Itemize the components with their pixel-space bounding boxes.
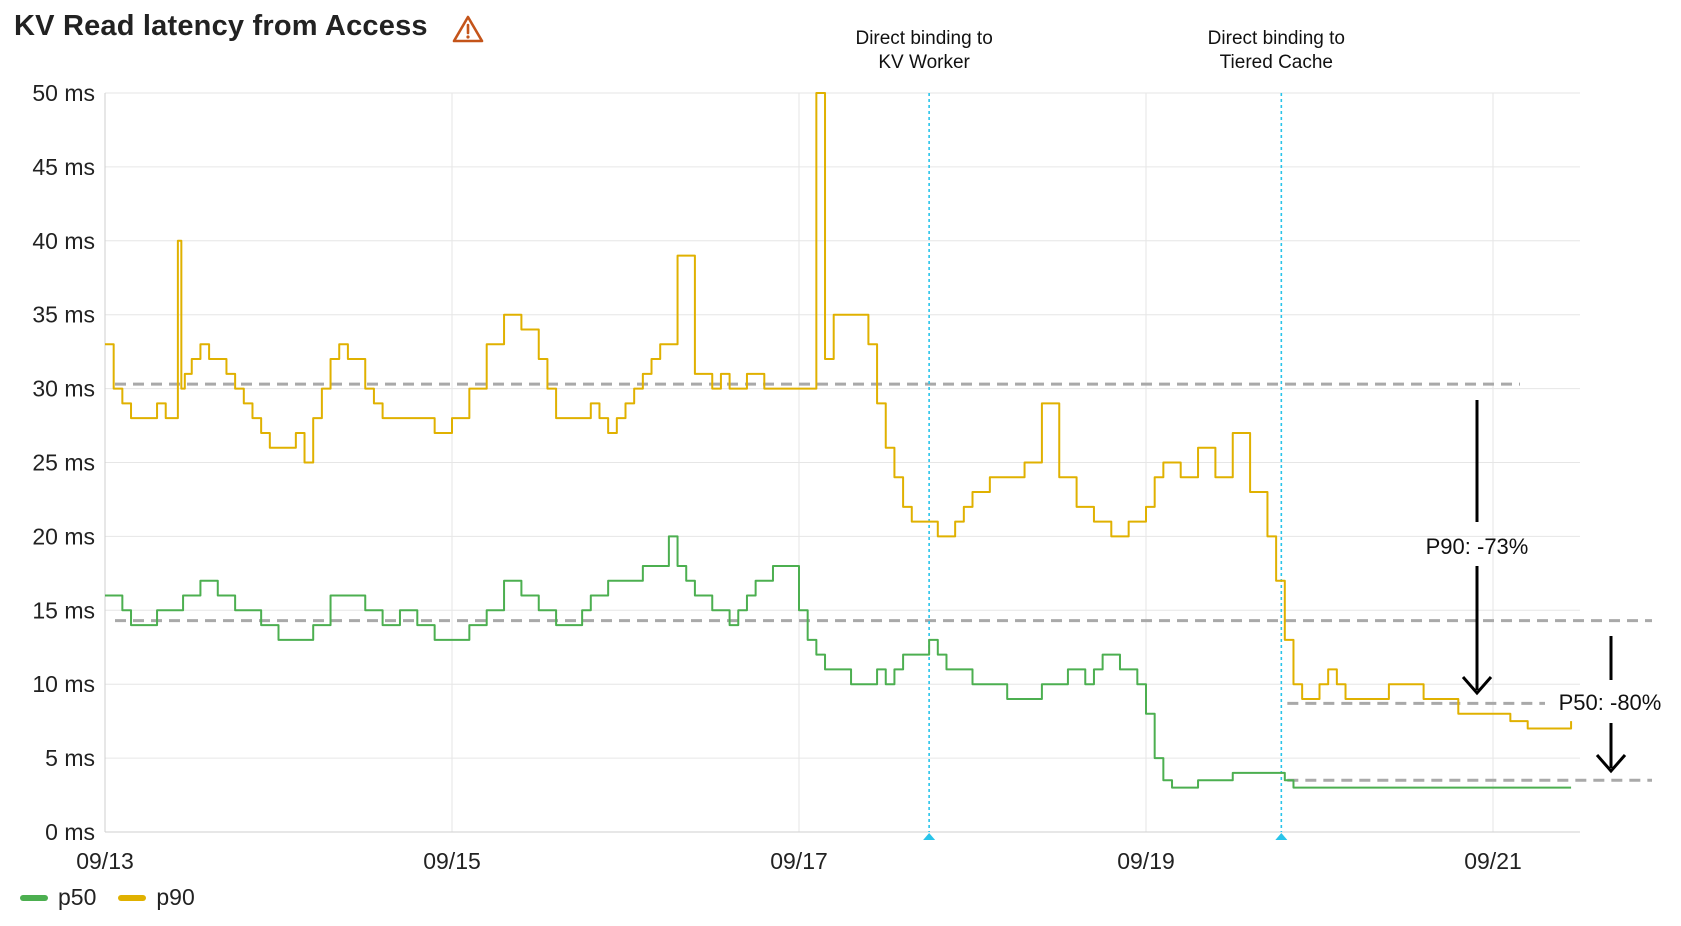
event-label-line2: Tiered Cache xyxy=(1220,52,1333,73)
x-tick-label: 09/15 xyxy=(423,848,481,874)
axis-ticks: 0 ms 5 ms 10 ms 15 ms 20 ms 25 ms 30 ms 35 ms 40… xyxy=(32,80,1521,874)
series-line-p90 xyxy=(105,92,1573,730)
reference-lines xyxy=(115,382,1652,782)
warning-triangle-icon[interactable] xyxy=(452,14,484,44)
event-label-line2: KV Worker xyxy=(878,52,970,73)
p50-drop-label: P50: -80% xyxy=(1559,690,1662,715)
legend-swatch-p90 xyxy=(118,894,147,901)
event-label-line1: Direct binding to xyxy=(855,28,992,49)
chart-title: KV Read latency from Access xyxy=(14,10,428,42)
event-markers: Direct binding to KV Worker Direct binding… xyxy=(855,28,1345,840)
series-line-p50 xyxy=(105,535,1572,789)
x-tick-label: 09/13 xyxy=(76,848,134,874)
y-tick-label: 40 ms xyxy=(32,228,95,254)
event-marker-icon xyxy=(923,833,936,840)
event-marker-icon xyxy=(1275,833,1288,840)
y-tick-label: 10 ms xyxy=(32,671,95,697)
x-tick-label: 09/21 xyxy=(1464,848,1522,874)
event-label-line1: Direct binding to xyxy=(1208,28,1345,49)
x-tick-label: 09/17 xyxy=(770,848,828,874)
y-tick-label: 5 ms xyxy=(45,745,95,771)
y-tick-label: 25 ms xyxy=(32,450,95,476)
legend: p50 p90 xyxy=(20,884,195,911)
legend-label-p50: p50 xyxy=(58,884,97,910)
legend-swatch-p50 xyxy=(20,894,48,901)
series-lines xyxy=(105,92,1573,789)
y-tick-label: 45 ms xyxy=(32,154,95,180)
p90-drop-label: P90: -73% xyxy=(1426,534,1529,559)
y-tick-label: 20 ms xyxy=(32,523,95,549)
legend-item-p90[interactable]: p90 xyxy=(118,884,195,911)
p50-arrow-head-icon xyxy=(1595,754,1627,774)
annotations: P90: -73% P50: -80% xyxy=(1426,400,1662,774)
legend-label-p90: p90 xyxy=(156,884,195,910)
y-tick-label: 30 ms xyxy=(32,376,95,402)
y-tick-label: 0 ms xyxy=(45,819,95,845)
x-tick-label: 09/19 xyxy=(1117,848,1175,874)
y-tick-label: 35 ms xyxy=(32,302,95,328)
grid xyxy=(104,92,1580,833)
y-tick-label: 50 ms xyxy=(32,80,95,106)
legend-item-p50[interactable]: p50 xyxy=(20,884,96,911)
p90-arrow-head-icon xyxy=(1461,676,1493,696)
y-tick-label: 15 ms xyxy=(32,597,95,623)
